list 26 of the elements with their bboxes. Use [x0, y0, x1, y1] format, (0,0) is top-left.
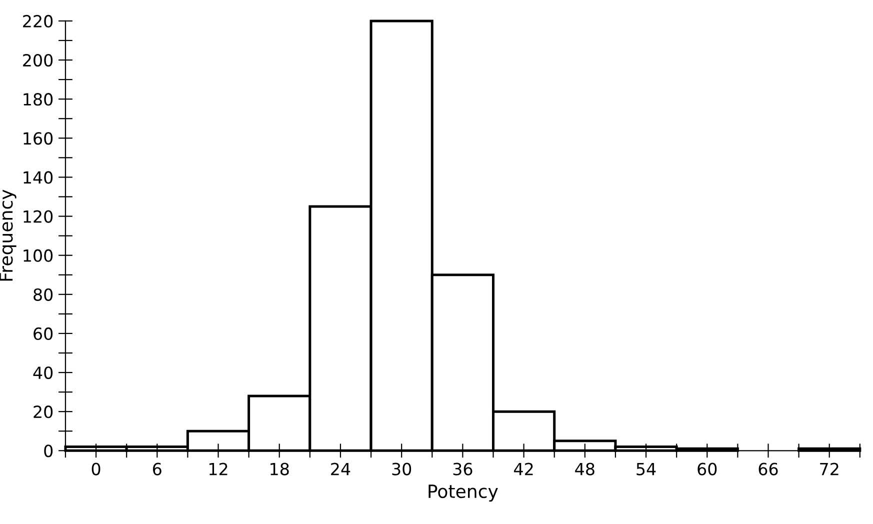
y-tick-label: 180: [24, 93, 53, 106]
y-tick-label: 20: [34, 406, 53, 418]
x-tick-label: 36: [453, 462, 472, 476]
x-tick-label: 0: [92, 462, 100, 476]
x-tick-label: 24: [331, 462, 350, 476]
y-tick-label: 160: [24, 132, 53, 145]
y-tick-label: 40: [33, 366, 53, 380]
y-tick-label: 140: [24, 171, 53, 184]
y-tick-label: 60: [34, 327, 53, 340]
y-tick-label: 0: [44, 444, 53, 458]
x-tick-label: 54: [636, 462, 656, 476]
y-tick-label: 100: [24, 249, 53, 262]
x-tick-label: 48: [575, 462, 594, 476]
x-tick-label: 60: [698, 462, 717, 476]
x-tick-label: 42: [514, 462, 533, 476]
y-tick-label: 80: [34, 288, 53, 301]
x-tick-label: 30: [392, 462, 412, 476]
y-tick-label: 220: [23, 14, 53, 28]
x-tick-label: 6: [153, 462, 162, 476]
y-tick-label: 200: [23, 54, 53, 67]
x-tick-label: 66: [758, 462, 778, 476]
x-tick-label: 72: [820, 462, 838, 476]
y-tick-label: 120: [24, 210, 53, 223]
x-tick-label: 12: [209, 462, 228, 476]
x-tick-label: 18: [270, 462, 289, 476]
x-axis-title: Potency: [428, 484, 498, 502]
